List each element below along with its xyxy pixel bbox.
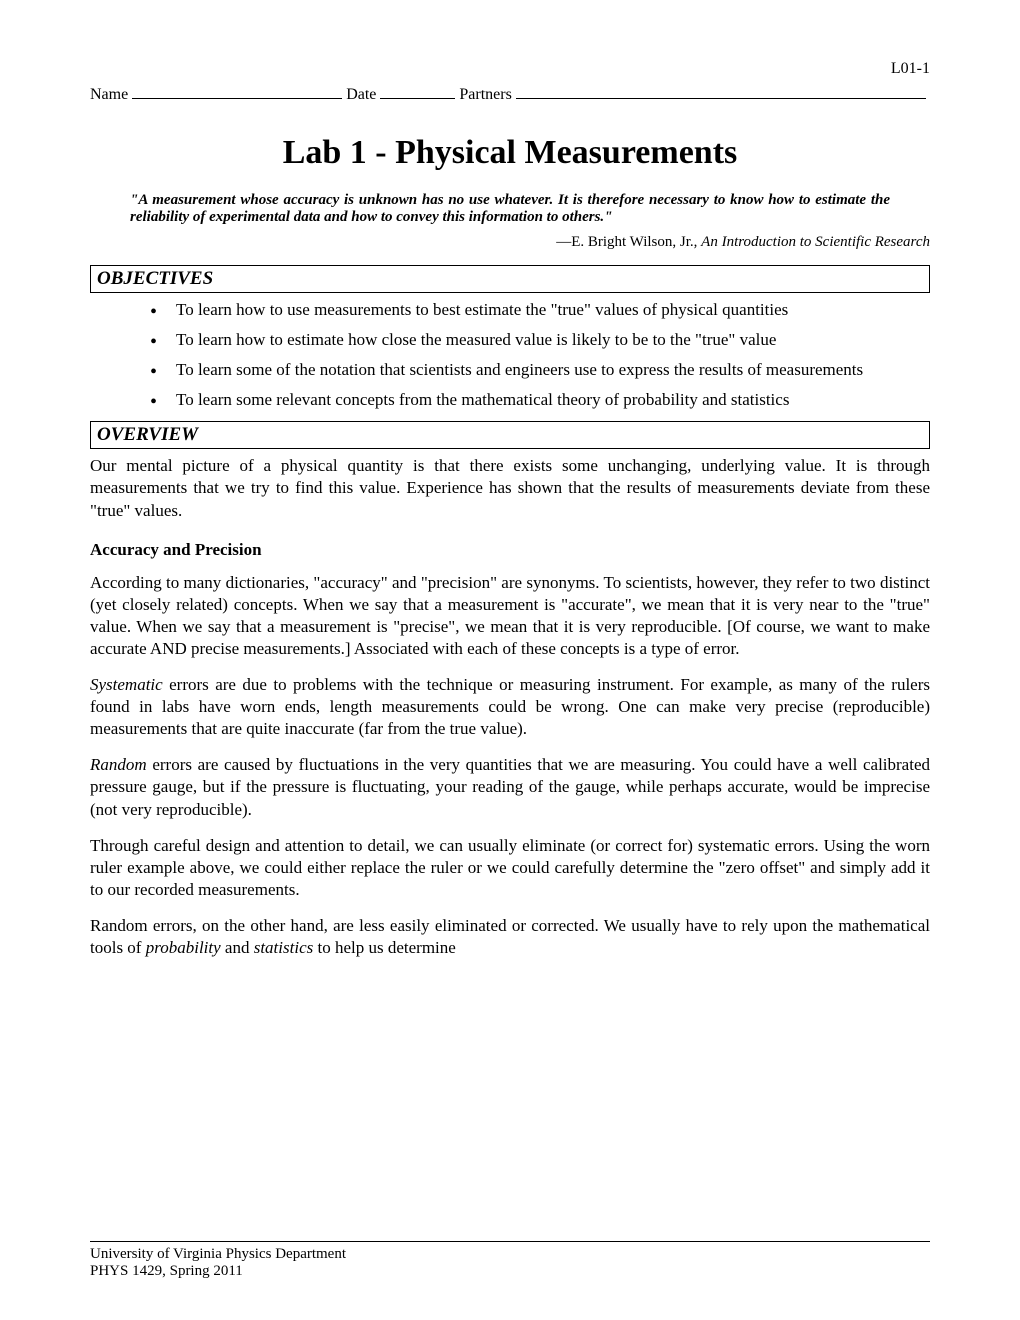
objectives-heading: OBJECTIVES [90, 265, 930, 293]
name-blank[interactable] [132, 98, 342, 99]
overview-para5: Random errors, on the other hand, are le… [90, 915, 930, 959]
overview-para1: According to many dictionaries, "accurac… [90, 572, 930, 660]
overview-heading: OVERVIEW [90, 421, 930, 449]
partners-blank[interactable] [516, 98, 926, 99]
footer-line2: PHYS 1429, Spring 2011 [90, 1263, 930, 1280]
name-label: Name [90, 86, 128, 104]
overview-para3: Random errors are caused by fluctuations… [90, 754, 930, 820]
footer-line1: University of Virginia Physics Departmen… [90, 1246, 930, 1263]
accuracy-precision-title: Accuracy and Precision [90, 540, 930, 560]
para3-text: errors are caused by fluctuations in the… [90, 755, 930, 818]
overview-para2: Systematic errors are due to problems wi… [90, 674, 930, 740]
objective-item: To learn how to estimate how close the m… [150, 329, 904, 351]
epigraph-quote: "A measurement whose accuracy is unknown… [130, 192, 890, 226]
overview-intro: Our mental picture of a physical quantit… [90, 455, 930, 521]
objectives-list: To learn how to use measurements to best… [90, 299, 930, 411]
statistics-term: statistics [254, 938, 314, 957]
date-blank[interactable] [380, 98, 455, 99]
objective-item: To learn some relevant concepts from the… [150, 389, 904, 411]
para2-text: errors are due to problems with the tech… [90, 675, 930, 738]
page-footer: University of Virginia Physics Departmen… [90, 1241, 930, 1280]
objective-item: To learn how to use measurements to best… [150, 299, 904, 321]
random-term: Random [90, 755, 147, 774]
page-number: L01-1 [90, 60, 930, 78]
objective-item: To learn some of the notation that scien… [150, 359, 904, 381]
attribution-author: —E. Bright Wilson, Jr., [556, 234, 701, 250]
probability-term: probability [146, 938, 221, 957]
attribution-book: An Introduction to Scientific Research [701, 234, 930, 250]
para5-post: to help us determine [313, 938, 456, 957]
partners-label: Partners [459, 86, 511, 104]
overview-para4: Through careful design and attention to … [90, 835, 930, 901]
header-fields: Name Date Partners [90, 86, 930, 104]
date-label: Date [346, 86, 376, 104]
epigraph-attribution: —E. Bright Wilson, Jr., An Introduction … [90, 234, 930, 251]
lab-title: Lab 1 - Physical Measurements [90, 134, 930, 172]
para5-mid: and [221, 938, 254, 957]
systematic-term: Systematic [90, 675, 163, 694]
